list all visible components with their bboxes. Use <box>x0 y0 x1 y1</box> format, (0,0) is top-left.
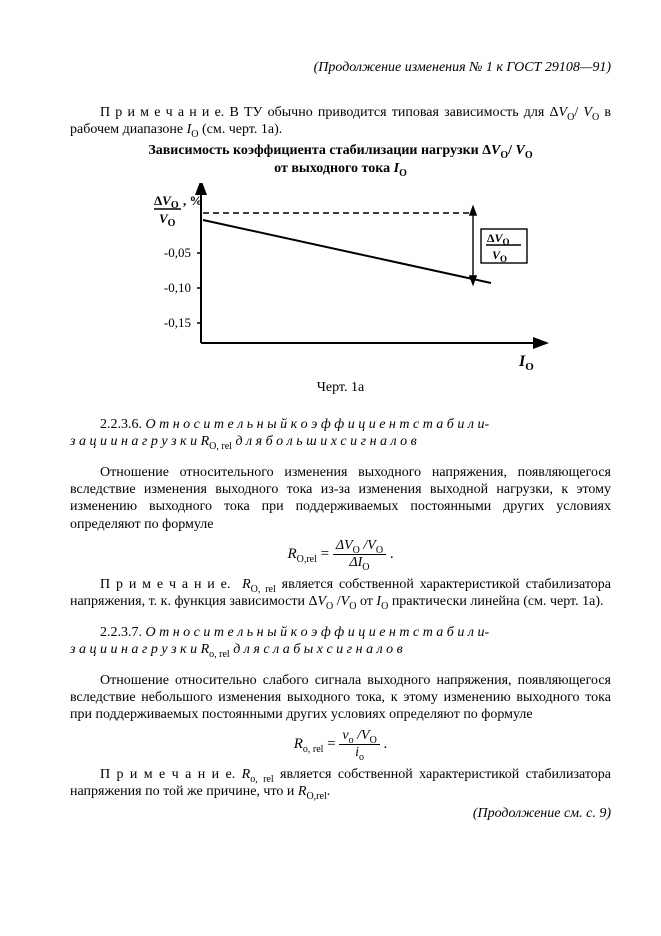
section-2236-title-b: з а ц и и н а г р у з к и <box>70 434 201 449</box>
chart-svg: -0,05 -0,10 -0,15 ΔVO , % VO ΔVO VO IO <box>121 183 561 378</box>
note-2-body-c: прак­тически линейна (см. черт. 1а). <box>388 594 603 609</box>
ytick-1: -0,05 <box>163 245 190 260</box>
page-header: (Продолжение изменения № 1 к ГОСТ 29108—… <box>70 60 611 76</box>
formula-1: RO,rel = ΔVO /VOΔIO . <box>70 539 611 570</box>
formula-2: Ro, rel = vo /VOio . <box>70 729 611 760</box>
section-2237-title-c: д л я с л а б ы х с и г н а л о в <box>230 642 403 657</box>
section-2236-sub: O, rel <box>209 441 232 452</box>
f2-eq: = <box>323 736 339 752</box>
section-2236-num: 2.2.3.6. <box>100 417 142 432</box>
note-2-label: П р и м е ч а н и е. <box>100 577 230 592</box>
chart: -0,05 -0,10 -0,15 ΔVO , % VO ΔVO VO IO <box>70 183 611 402</box>
figure-title-l1: Зависимость коэффициента стабилизации на… <box>148 143 491 158</box>
para-2237: Отношение относительно слабого сигнала в… <box>70 672 611 723</box>
figure-title: Зависимость коэффициента стабилизации на… <box>70 142 611 177</box>
section-2237-title-b: з а ц и и н а г р у з к и <box>70 642 201 657</box>
data-line <box>203 220 491 283</box>
section-2236-title-c: д л я б о л ь ш и х с и г н а л о в <box>232 434 417 449</box>
f2-end: . <box>380 736 388 752</box>
figure-title-l2: от выходного тока <box>274 161 393 176</box>
ytick-2: -0,10 <box>163 280 190 295</box>
section-2237-sub: o, rel <box>209 649 230 660</box>
section-2237: 2.2.3.7. О т н о с и т е л ь н ы й к о э… <box>70 624 611 658</box>
note-2-body-b: от <box>356 594 376 609</box>
section-2236: 2.2.3.6. О т н о с и т е л ь н ы й к о э… <box>70 416 611 450</box>
note-3-body-b: . <box>327 784 331 799</box>
note-1-body-a: В ТУ обычно приводится типовая зависимос… <box>224 105 558 120</box>
para-2236: Отношение относительного изменения выход… <box>70 464 611 532</box>
f2-lhs: R <box>294 736 303 752</box>
yaxis-label-den: VO <box>159 211 176 229</box>
f1-end: . <box>386 546 394 562</box>
f1-lhs-sub: O,rel <box>297 554 317 565</box>
note-2-sym: R <box>242 577 251 592</box>
f1-lhs: R <box>287 546 296 562</box>
note-2: П р и м е ч а н и е. RO, rel является со… <box>70 576 611 610</box>
f1-eq: = <box>317 546 333 562</box>
yaxis-label-pct: , % <box>183 193 203 208</box>
figure-label: Черт. 1а <box>317 380 364 396</box>
para-2236-body: Отношение относительного изменения выход… <box>70 465 611 531</box>
note-1: П р и м е ч а н и е. В ТУ обычно приводи… <box>70 104 611 138</box>
section-2237-title-a: О т н о с и т е л ь н ы й к о э ф ф и ц … <box>146 625 490 640</box>
section-2237-sym: R <box>201 642 210 657</box>
xaxis-label: IO <box>518 353 534 373</box>
note-3: П р и м е ч а н и е. Ro, rel является со… <box>70 766 611 800</box>
note-3-sub2: O,rel <box>306 791 326 802</box>
f2-lhs-sub: o, rel <box>303 744 324 755</box>
note-3-sym: R <box>242 767 251 782</box>
note-1-label: П р и м е ч а н и е. <box>100 105 224 120</box>
ytick-3: -0,15 <box>163 315 190 330</box>
para-2237-body: Отношение относительно слабого сигнала в… <box>70 673 611 722</box>
section-2236-sym: R <box>201 434 210 449</box>
continuation: (Продолжение см. с. 9) <box>70 806 611 822</box>
note-1-body-c: (см. черт. 1а). <box>199 122 283 137</box>
section-2237-num: 2.2.3.7. <box>100 625 142 640</box>
note-3-label: П р и м е ч а н и е. <box>100 767 235 782</box>
section-2236-title-a: О т н о с и т е л ь н ы й к о э ф ф и ц … <box>146 417 490 432</box>
